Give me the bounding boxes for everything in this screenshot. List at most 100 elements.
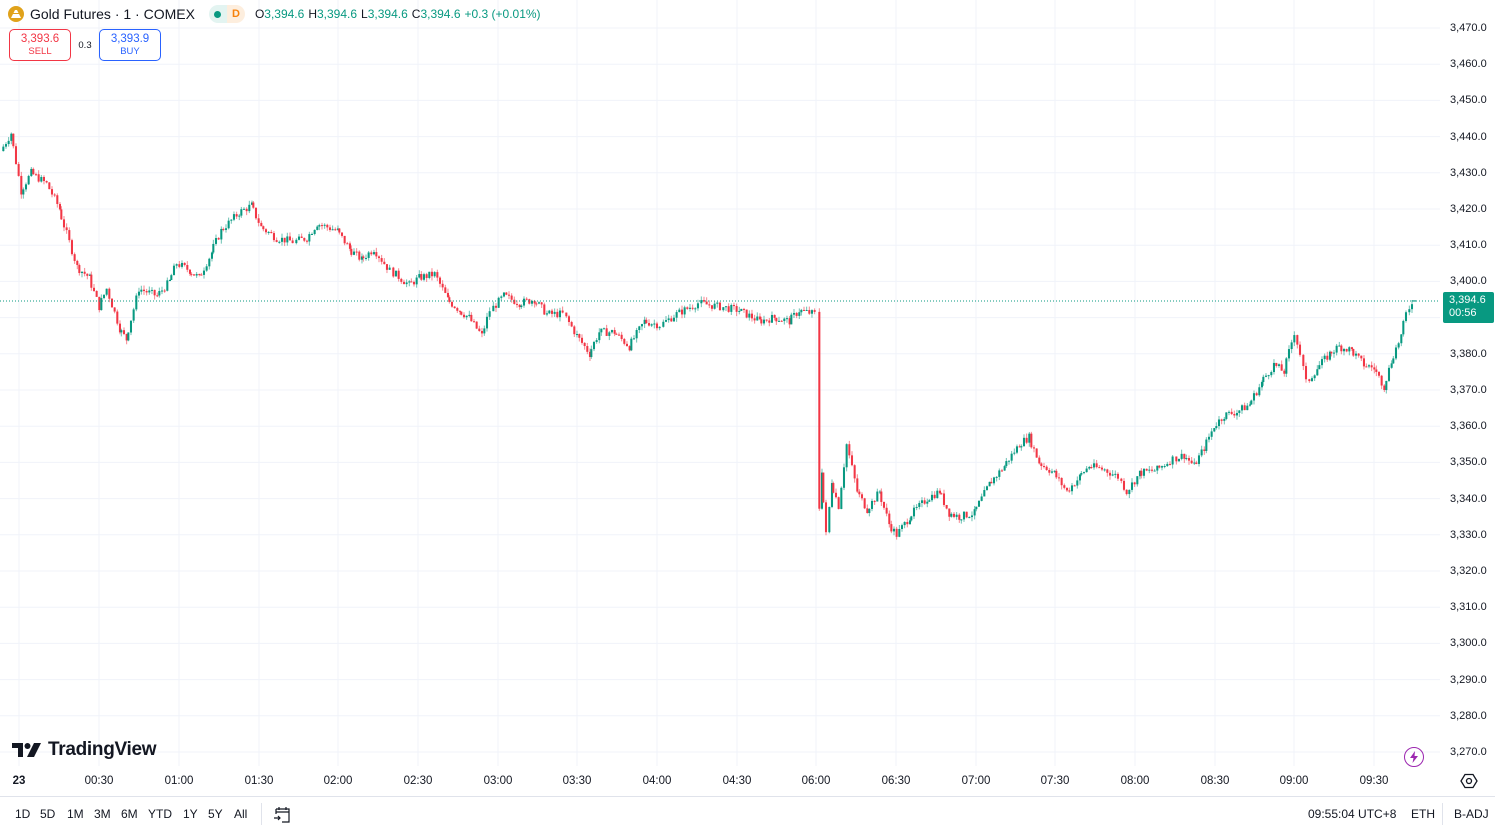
range-3m[interactable]: 3M: [94, 807, 111, 821]
range-1y[interactable]: 1Y: [183, 807, 198, 821]
candle-body: [650, 324, 653, 326]
candle-body: [1210, 431, 1213, 437]
candle-body: [543, 304, 546, 315]
candle-body: [260, 222, 263, 227]
candle-body: [1175, 456, 1178, 462]
candle-body: [513, 299, 516, 304]
candle-body: [70, 240, 73, 255]
candle-body: [1128, 489, 1131, 495]
candle-body: [168, 279, 171, 281]
candle-body: [438, 277, 442, 284]
candle-body: [10, 133, 13, 141]
chart-pane[interactable]: Gold Futures · 1 · COMEX D O 3,394.6 H 3…: [0, 0, 1440, 767]
candle-body: [592, 341, 596, 350]
sell-button[interactable]: 3,393.6 SELL: [9, 29, 71, 61]
candle-body: [420, 274, 423, 280]
candle-body: [1136, 476, 1139, 485]
candle-body: [30, 168, 33, 176]
range-5y[interactable]: 5Y: [208, 807, 223, 821]
candle-body: [880, 491, 883, 502]
range-5d[interactable]: 5D: [40, 807, 56, 821]
candle-body: [1000, 470, 1003, 472]
candle-body: [1122, 480, 1126, 490]
symbol-title[interactable]: Gold Futures · 1 · COMEX: [30, 6, 195, 22]
range-all[interactable]: All: [234, 807, 248, 821]
candle-body: [936, 490, 939, 499]
candle-body: [1304, 366, 1308, 380]
candle-body: [750, 313, 753, 319]
clock-timezone[interactable]: 09:55:04 UTC+8: [1308, 807, 1397, 821]
candle-body: [548, 310, 551, 314]
candle-body: [1270, 372, 1273, 376]
candle-body: [113, 307, 116, 312]
candle-body: [323, 224, 326, 226]
candle-body: [858, 491, 861, 495]
candle-body: [340, 232, 344, 236]
chart-settings-gear-icon[interactable]: [1460, 772, 1478, 790]
candle-body: [422, 274, 426, 280]
candle-body: [1235, 412, 1238, 416]
adjustment-toggle[interactable]: B-ADJ: [1454, 807, 1489, 821]
candle-body: [926, 501, 929, 504]
candle-body: [1048, 470, 1051, 473]
candle-body: [350, 248, 353, 255]
candle-body: [680, 309, 684, 315]
candle-body: [873, 500, 876, 502]
candle-body: [1296, 335, 1299, 345]
candle-body: [125, 333, 128, 341]
candle-body: [65, 227, 68, 231]
candle-body: [988, 481, 991, 487]
candle-body: [150, 289, 153, 291]
candle-body: [375, 252, 378, 257]
candle-body: [153, 289, 156, 296]
price-tick-label: 3,410.0: [1450, 239, 1487, 252]
candle-body: [462, 314, 466, 318]
candle-body: [818, 311, 821, 509]
range-ytd[interactable]: YTD: [148, 807, 172, 821]
range-1d[interactable]: 1D: [15, 807, 31, 821]
candle-body: [460, 311, 463, 315]
candle-body: [930, 494, 934, 501]
candle-body: [78, 265, 81, 274]
price-tick-label: 3,300.0: [1450, 637, 1487, 650]
candle-body: [172, 265, 176, 276]
candle-body: [364, 257, 368, 259]
tradingview-logo[interactable]: TradingView: [12, 739, 157, 761]
candle-body: [502, 292, 505, 297]
flash-icon[interactable]: [1404, 747, 1424, 767]
candle-body: [888, 513, 891, 525]
candle-body: [86, 273, 89, 276]
candle-body: [1185, 458, 1188, 460]
candle-body: [638, 326, 641, 330]
session-toggle[interactable]: ETH: [1411, 807, 1435, 821]
market-open-dot-icon: [208, 5, 227, 23]
candle-body: [148, 290, 151, 293]
candle-body: [402, 281, 405, 285]
candle-body: [520, 305, 523, 308]
candlestick-chart[interactable]: [0, 0, 1440, 766]
go-to-date-calendar-icon[interactable]: [272, 805, 292, 825]
price-axis[interactable]: 3,470.0 3,460.0 3,450.0 3,440.0 3,430.0 3,420…: [1440, 0, 1495, 766]
range-1m[interactable]: 1M: [67, 807, 84, 821]
candle-body: [1010, 453, 1013, 461]
candle-body: [412, 281, 416, 285]
time-axis[interactable]: 23 00:30 01:00 01:30 02:00 02:30 03:00 03:30 04:…: [0, 766, 1440, 796]
candle-body: [468, 314, 471, 316]
candle-body: [129, 320, 133, 333]
candle-body: [1073, 485, 1076, 487]
candle-body: [545, 313, 548, 315]
candle-body: [1367, 365, 1371, 367]
candle-body: [1190, 460, 1193, 464]
candle-body: [615, 333, 618, 335]
candle-body: [528, 299, 531, 304]
candle-body: [556, 311, 559, 318]
candle-body: [338, 228, 341, 233]
candle-body: [158, 290, 161, 296]
candle-body: [264, 229, 268, 233]
candle-body: [1316, 369, 1319, 376]
market-status-pill[interactable]: D: [208, 5, 245, 23]
range-6m[interactable]: 6M: [121, 807, 138, 821]
candle-body: [605, 328, 608, 336]
close-value: 3,394.6: [420, 7, 461, 21]
buy-button[interactable]: 3,393.9 BUY: [99, 29, 161, 61]
